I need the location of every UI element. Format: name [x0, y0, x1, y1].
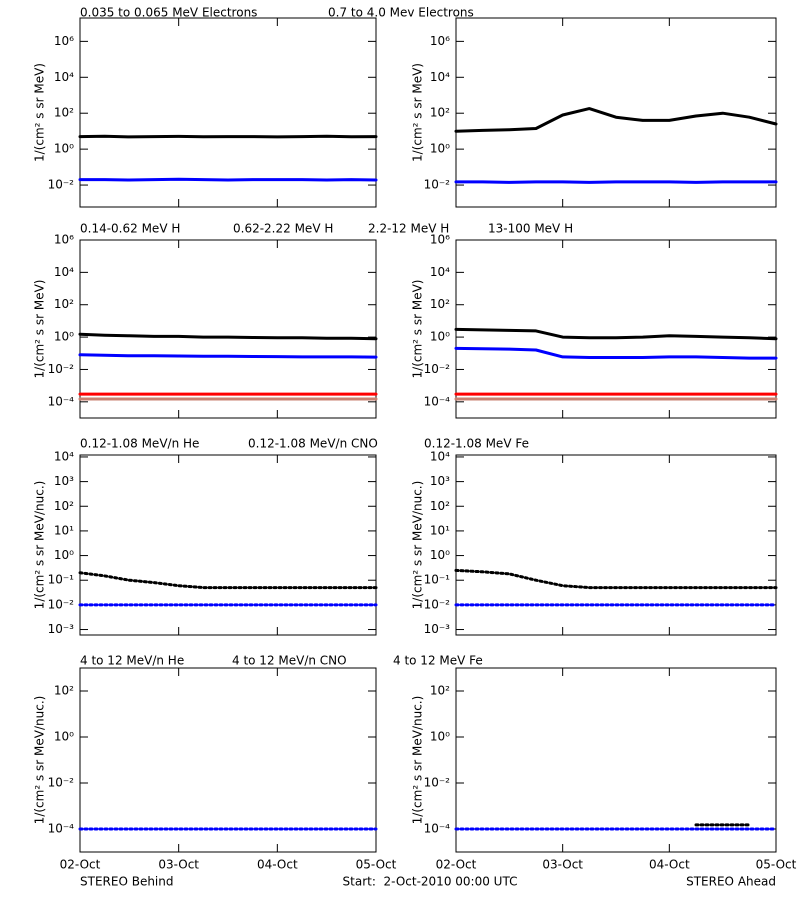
y-tick-label: 10²: [54, 684, 74, 698]
y-tick-label: 10²: [54, 499, 74, 513]
footer-center: Start: 2-Oct-2010 00:00 UTC: [343, 875, 518, 889]
y-tick-label: 10³: [54, 474, 74, 488]
y-tick-label: 10⁻³: [424, 622, 451, 636]
y-tick-label: 10⁴: [430, 265, 450, 279]
y-tick-label: 10⁻¹: [48, 573, 75, 587]
y-axis-label: 1/(cm² s sr MeV): [33, 280, 47, 379]
data-series: [454, 327, 778, 341]
y-tick-label: 10³: [430, 474, 450, 488]
x-tick-label: 02-Oct: [60, 858, 101, 872]
y-axis-label: 1/(cm² s sr MeV): [411, 63, 425, 162]
legend-entry: 0.14-0.62 MeV H: [80, 222, 180, 236]
x-tick-label: 04-Oct: [257, 858, 298, 872]
y-axis-label: 1/(cm² s sr MeV/nuc.): [411, 696, 425, 825]
legend-entry: 4 to 12 MeV/n CNO: [232, 654, 347, 668]
legend-entry: 2.2-12 MeV H: [368, 222, 449, 236]
data-series: [78, 134, 378, 139]
legend-entry: 0.12-1.08 MeV/n CNO: [248, 437, 378, 451]
y-tick-label: 10⁰: [430, 142, 450, 156]
y-tick-label: 10⁻¹: [424, 573, 451, 587]
y-tick-label: 10⁻³: [48, 622, 75, 636]
y-tick-label: 10⁴: [54, 449, 74, 463]
plot-frame: [79, 17, 377, 208]
y-tick-label: 10⁰: [54, 730, 74, 744]
y-axis-label: 1/(cm² s sr MeV): [411, 280, 425, 379]
plot-frame: [79, 667, 377, 853]
y-tick-label: 10⁰: [430, 730, 450, 744]
y-tick-label: 10⁴: [430, 449, 450, 463]
y-tick-label: 10⁻²: [48, 776, 75, 790]
data-series: [454, 568, 778, 590]
y-tick-label: 10⁻²: [424, 178, 451, 192]
footer-left: STEREO Behind: [80, 875, 174, 889]
y-tick-label: 10⁻⁴: [48, 822, 75, 836]
x-tick-label: 05-Oct: [756, 858, 797, 872]
data-series: [78, 353, 378, 359]
y-tick-label: 10²: [430, 106, 450, 120]
legend-entry: 0.7 to 4.0 Mev Electrons: [328, 6, 474, 20]
legend-entry: 0.12-1.08 MeV Fe: [424, 437, 529, 451]
legend-entry: 13-100 MeV H: [488, 222, 573, 236]
y-tick-label: 10⁶: [430, 34, 450, 48]
x-tick-label: 05-Oct: [356, 858, 397, 872]
y-tick-label: 10⁻²: [48, 597, 75, 611]
data-series: [78, 571, 378, 590]
y-axis-label: 1/(cm² s sr MeV/nuc.): [33, 696, 47, 825]
y-tick-label: 10⁻²: [424, 597, 451, 611]
y-tick-label: 10⁴: [54, 265, 74, 279]
plot-frame: [455, 454, 777, 636]
y-tick-label: 10⁻²: [424, 362, 451, 376]
data-series: [454, 107, 778, 133]
y-tick-label: 10⁴: [54, 70, 74, 84]
y-axis-label: 1/(cm² s sr MeV/nuc.): [411, 481, 425, 610]
plot-frame: [79, 454, 377, 636]
y-tick-label: 10²: [430, 297, 450, 311]
footer-right: STEREO Ahead: [686, 875, 776, 889]
y-tick-label: 10⁻²: [48, 178, 75, 192]
x-tick-label: 04-Oct: [649, 858, 690, 872]
y-tick-label: 10⁻²: [48, 362, 75, 376]
y-tick-label: 10⁰: [54, 142, 74, 156]
y-tick-label: 10⁻²: [424, 776, 451, 790]
legend-entry: 0.035 to 0.065 MeV Electrons: [80, 6, 257, 20]
y-tick-label: 10²: [54, 106, 74, 120]
x-tick-label: 03-Oct: [542, 858, 583, 872]
y-tick-label: 10¹: [430, 523, 450, 537]
x-tick-label: 03-Oct: [158, 858, 199, 872]
plot-frame: [455, 667, 777, 853]
y-tick-label: 10⁰: [54, 330, 74, 344]
y-tick-label: 10²: [430, 499, 450, 513]
plot-frame: [455, 17, 777, 208]
y-tick-label: 10²: [54, 297, 74, 311]
data-series: [454, 180, 778, 184]
y-tick-label: 10⁻⁴: [424, 822, 451, 836]
y-tick-label: 10⁶: [54, 233, 74, 247]
legend-entry: 4 to 12 MeV/n He: [80, 654, 184, 668]
y-tick-label: 10¹: [54, 523, 74, 537]
y-axis-label: 1/(cm² s sr MeV/nuc.): [33, 481, 47, 610]
y-tick-label: 10²: [430, 684, 450, 698]
plot-frame: [79, 239, 377, 419]
data-series: [78, 177, 378, 182]
y-tick-label: 10⁰: [430, 548, 450, 562]
legend-entry: 0.62-2.22 MeV H: [233, 222, 333, 236]
y-tick-label: 10⁰: [54, 548, 74, 562]
y-tick-label: 10⁻⁴: [48, 394, 75, 408]
y-tick-label: 10⁰: [430, 330, 450, 344]
y-tick-label: 10⁴: [430, 70, 450, 84]
y-axis-label: 1/(cm² s sr MeV): [33, 63, 47, 162]
y-tick-label: 10⁻⁴: [424, 394, 451, 408]
y-tick-label: 10⁶: [430, 233, 450, 247]
data-series: [78, 332, 378, 341]
data-series: [454, 346, 778, 360]
y-tick-label: 10⁶: [54, 34, 74, 48]
legend-entry: 0.12-1.08 MeV/n He: [80, 437, 199, 451]
x-tick-label: 02-Oct: [436, 858, 477, 872]
legend-entry: 4 to 12 MeV Fe: [393, 654, 483, 668]
